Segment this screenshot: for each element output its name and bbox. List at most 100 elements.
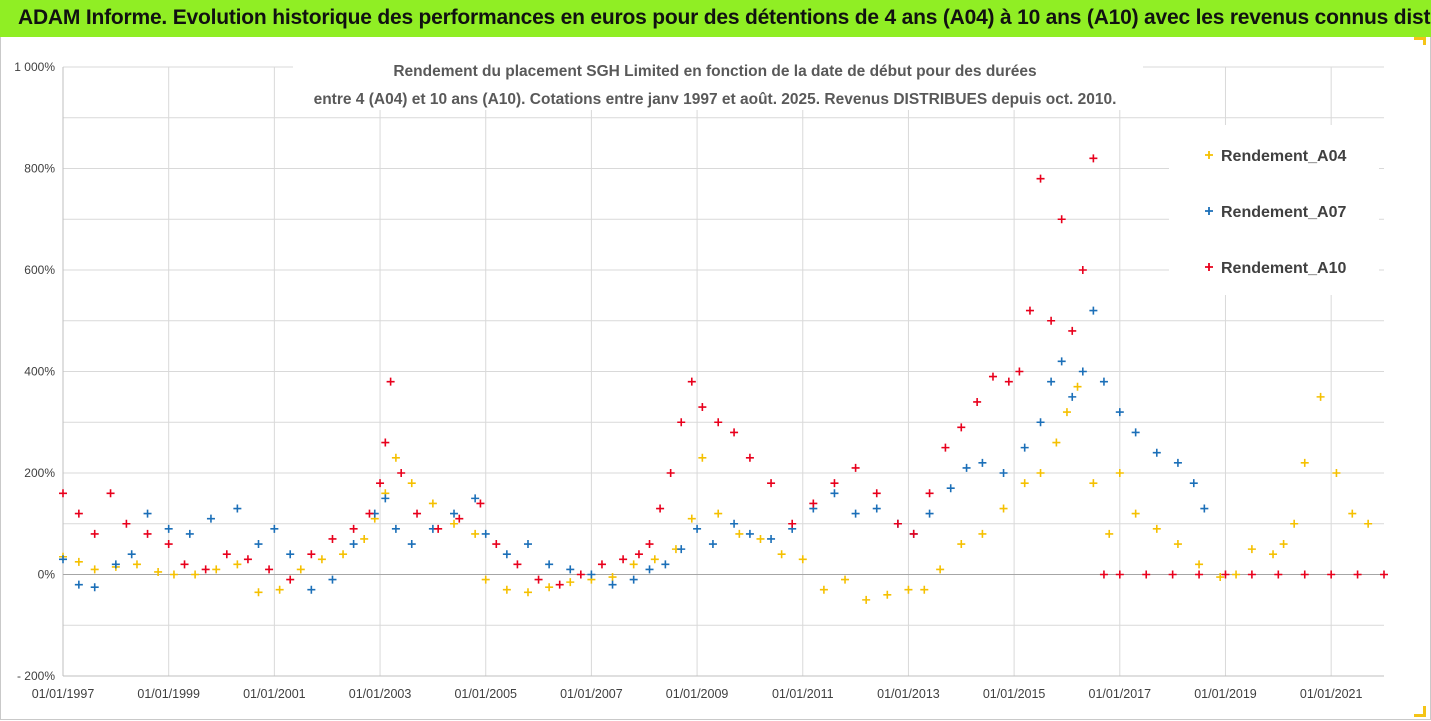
data-point	[862, 595, 871, 604]
data-point	[233, 504, 242, 513]
data-point	[391, 453, 400, 462]
data-point	[317, 555, 326, 564]
data-point	[365, 509, 374, 518]
data-point	[201, 565, 210, 574]
data-point	[629, 560, 638, 569]
data-point	[708, 540, 717, 549]
data-point	[397, 469, 406, 477]
data-point	[502, 550, 511, 559]
data-point	[476, 499, 485, 508]
x-tick-label: 01/01/2005	[454, 687, 517, 701]
data-point	[1316, 392, 1325, 401]
data-point	[1269, 550, 1278, 559]
data-point	[386, 377, 395, 386]
data-point	[169, 570, 178, 579]
data-point	[1131, 428, 1140, 437]
data-point	[893, 519, 902, 528]
data-point	[988, 372, 997, 381]
data-point	[1057, 357, 1066, 366]
data-point	[1152, 448, 1161, 457]
data-point	[730, 519, 739, 528]
data-point	[698, 453, 707, 462]
y-tick-label: 400%	[24, 365, 55, 379]
data-point	[576, 570, 585, 579]
data-point	[619, 555, 628, 564]
data-point	[1200, 504, 1209, 513]
data-point	[714, 418, 723, 427]
data-point	[111, 560, 120, 569]
legend-marker	[1205, 151, 1213, 159]
data-point	[777, 550, 786, 559]
data-point	[687, 514, 696, 523]
data-point	[1089, 306, 1098, 315]
corner-mark-top	[1414, 37, 1426, 40]
data-point	[1348, 509, 1357, 518]
x-tick-label: 01/01/2013	[877, 687, 940, 701]
data-point	[1020, 443, 1029, 452]
data-point	[481, 575, 490, 584]
data-point	[1036, 174, 1045, 183]
data-point	[730, 428, 739, 437]
data-point	[275, 585, 284, 594]
data-point	[1332, 469, 1341, 477]
y-tick-label: 1 000%	[14, 60, 55, 74]
data-point	[1300, 570, 1309, 579]
data-point	[1300, 458, 1309, 467]
data-point	[735, 529, 744, 538]
data-point	[1279, 540, 1288, 549]
data-point	[1380, 570, 1388, 579]
data-point	[714, 509, 723, 518]
x-axis-ticks: 01/01/1997 01/01/1999 01/01/2001 01/01/2003…	[32, 687, 1363, 701]
data-point	[222, 550, 231, 559]
data-point	[1025, 306, 1034, 315]
data-point	[143, 509, 152, 518]
data-point	[391, 524, 400, 533]
data-point	[851, 463, 860, 472]
series-Rendement_A10	[59, 154, 1388, 589]
data-point	[1089, 154, 1098, 163]
data-point	[756, 534, 765, 543]
data-point	[523, 540, 532, 549]
legend-label: Rendement_A10	[1221, 260, 1346, 277]
header-banner: ADAM Informe. Evolution historique des p…	[0, 0, 1431, 37]
data-point	[185, 529, 194, 538]
x-tick-label: 01/01/2009	[666, 687, 729, 701]
data-point	[745, 453, 754, 462]
data-point	[1173, 458, 1182, 467]
data-point	[920, 585, 929, 594]
data-point	[513, 560, 522, 569]
data-point	[90, 583, 99, 592]
scatter-chart: 1 000% 800% 600% 400% 200% 0% - 200% 01/01/199…	[14, 54, 1388, 701]
data-point	[851, 509, 860, 518]
x-tick-label: 01/01/2017	[1089, 687, 1152, 701]
data-point	[349, 524, 358, 533]
data-point	[925, 509, 934, 518]
data-point	[154, 567, 163, 576]
x-tick-label: 01/01/2001	[243, 687, 306, 701]
data-point	[492, 540, 501, 549]
data-point	[872, 504, 881, 513]
data-point	[566, 565, 575, 574]
data-point	[328, 575, 337, 584]
data-point	[1247, 545, 1256, 554]
data-point	[434, 524, 443, 533]
data-point	[1131, 509, 1140, 518]
legend: Rendement_A04 Rendement_A07 Rendement_A10	[1169, 125, 1379, 295]
data-point	[502, 585, 511, 594]
data-point	[798, 555, 807, 564]
data-point	[74, 580, 83, 589]
data-point	[1004, 377, 1013, 386]
data-point	[767, 534, 776, 543]
data-point	[455, 514, 464, 523]
data-point	[1364, 519, 1373, 528]
legend-label: Rendement_A07	[1221, 204, 1346, 221]
data-point	[127, 550, 136, 559]
data-point	[381, 438, 390, 447]
data-point	[767, 479, 776, 488]
legend-marker	[1205, 263, 1213, 271]
legend-box	[1169, 125, 1379, 295]
data-point	[132, 560, 141, 569]
legend-label: Rendement_A04	[1221, 148, 1346, 165]
data-point	[471, 529, 480, 538]
data-point	[286, 550, 295, 559]
